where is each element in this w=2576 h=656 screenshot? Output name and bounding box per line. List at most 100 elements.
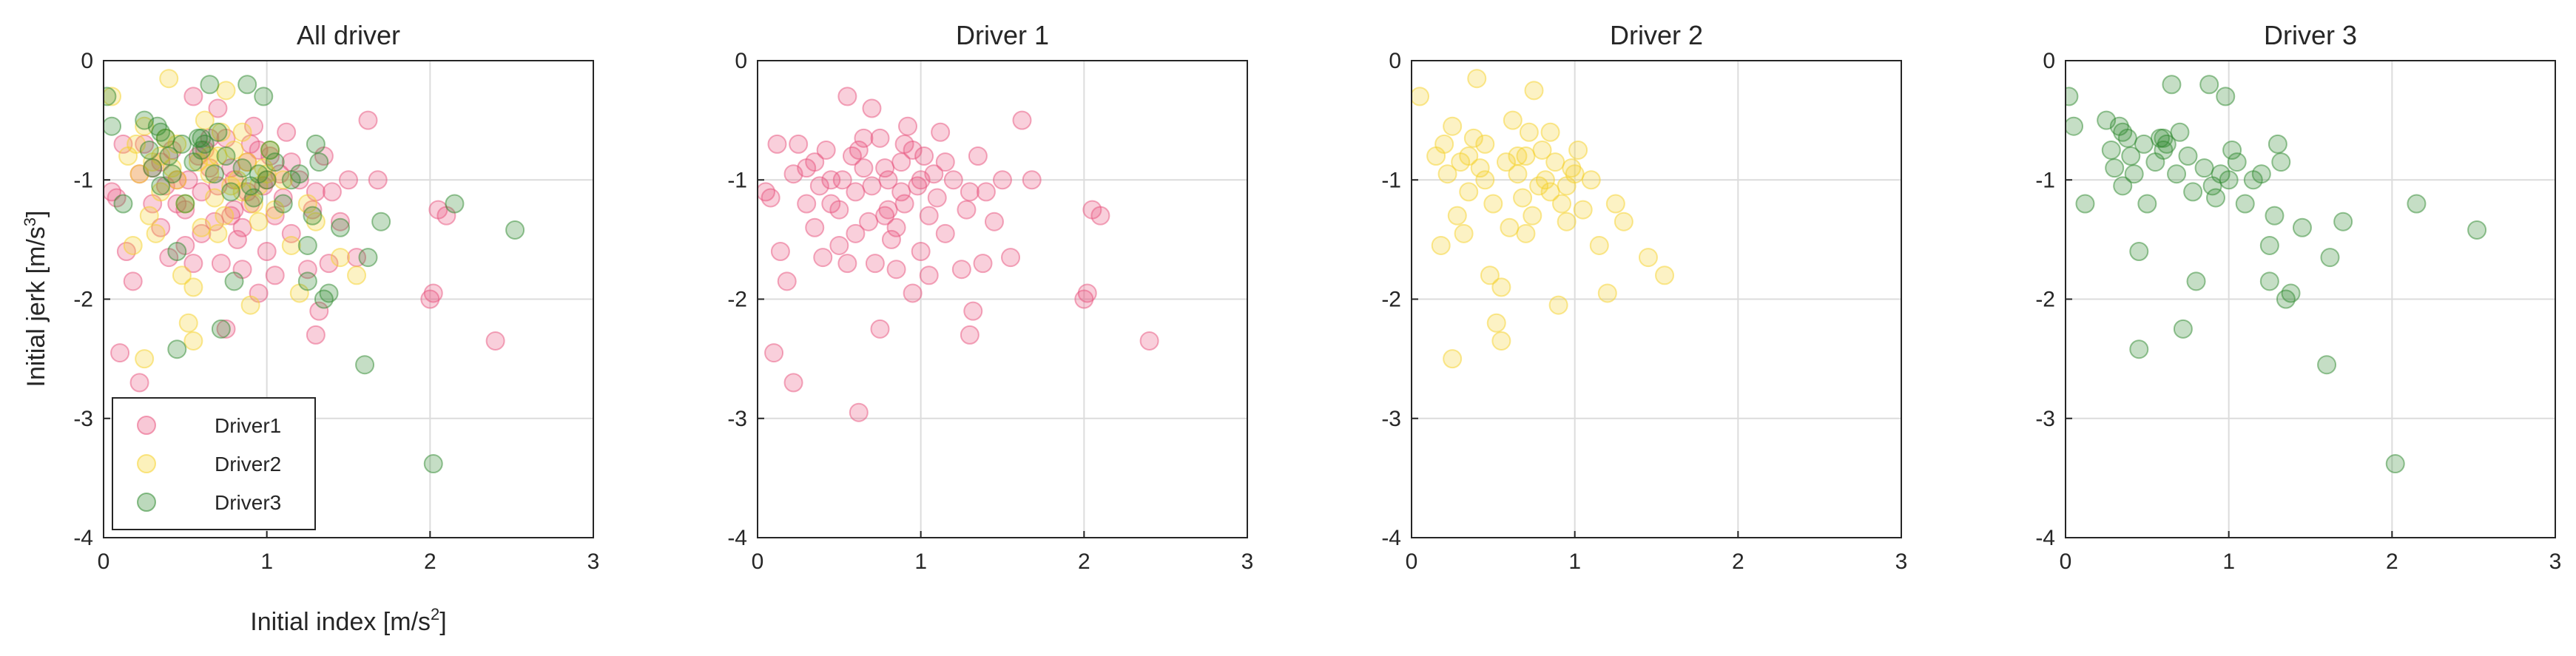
data-point-d3	[175, 194, 195, 214]
data-point-d3	[2134, 134, 2154, 154]
data-point-d2	[1486, 313, 1506, 333]
data-point-d1	[227, 229, 247, 249]
x-tick-label: 1	[260, 550, 273, 574]
data-point-d2	[1475, 170, 1495, 190]
data-point-d2	[1524, 81, 1544, 101]
scatter-panel-driver-1: Driver 1 0 1 2 3 0 -1 -2 -3 -4	[727, 20, 1253, 574]
data-point-d3	[260, 140, 280, 160]
data-point-d2	[1548, 295, 1568, 315]
panel-title: Driver 1	[956, 20, 1049, 50]
data-point-d1	[862, 176, 882, 196]
y-tick-label: -1	[727, 168, 747, 192]
data-point-d3	[2227, 152, 2247, 172]
data-point-d3	[2075, 194, 2095, 214]
data-point-d1	[183, 254, 203, 274]
data-point-d3	[2066, 116, 2084, 136]
data-point-d2	[151, 182, 171, 202]
legend: Driver1 Driver2 Driver3	[112, 397, 316, 530]
data-point-d1	[420, 289, 440, 309]
data-point-d2	[1519, 122, 1539, 142]
data-point-d1	[968, 146, 988, 166]
scatter-panel-all-driver: All driver 0 1 2 3 0 -1 -2 -3 -4 Driver1 Driver2…	[21, 20, 599, 636]
data-point-d1	[192, 223, 212, 243]
data-point-d3	[2113, 122, 2133, 142]
y-tick-label: 0	[81, 49, 93, 73]
data-point-d3	[2219, 170, 2239, 190]
data-point-d3	[151, 122, 171, 142]
data-point-d3	[172, 134, 192, 154]
legend-marker-driver1	[137, 416, 156, 435]
data-point-d1	[761, 188, 780, 208]
data-point-d2	[1459, 182, 1479, 202]
data-point-d1	[129, 373, 149, 393]
data-point-d1	[339, 170, 358, 190]
data-point-d2	[1545, 152, 1565, 172]
data-point-d2	[1552, 194, 1572, 214]
data-point-d3	[297, 271, 317, 291]
data-point-d1	[862, 98, 882, 118]
data-point-d3	[2251, 164, 2271, 184]
data-point-d1	[846, 223, 866, 243]
legend-label-driver1: Driver1	[215, 414, 281, 437]
data-point-d2	[159, 69, 179, 89]
data-point-d2	[1412, 87, 1430, 106]
y-tick-label: -4	[727, 526, 747, 550]
data-point-d1	[957, 200, 977, 220]
data-point-d2	[1459, 146, 1479, 166]
data-point-d3	[151, 176, 171, 196]
data-point-d2	[183, 277, 203, 297]
y-tick-label: -1	[73, 168, 93, 192]
data-point-d1	[816, 140, 836, 160]
data-point-d1	[881, 229, 901, 249]
data-point-d2	[1513, 188, 1533, 208]
data-point-d1	[368, 170, 388, 190]
data-points	[2066, 75, 2487, 474]
y-tick-label: -2	[727, 288, 747, 312]
x-tick-label: 1	[914, 550, 927, 574]
data-point-d1	[984, 212, 1004, 231]
data-point-d1	[1022, 170, 1042, 190]
legend-label-driver3: Driver3	[215, 491, 281, 514]
y-tick-label: -4	[2035, 526, 2055, 550]
data-point-d3	[2235, 194, 2255, 214]
panel-title: Driver 2	[1610, 20, 1703, 50]
data-point-d2	[297, 194, 317, 214]
data-point-d1	[1012, 110, 1032, 130]
data-point-d3	[505, 220, 525, 240]
data-point-d3	[265, 152, 285, 172]
data-point-d1	[837, 254, 857, 274]
data-point-d3	[2129, 339, 2149, 359]
data-point-d3	[167, 339, 187, 359]
data-point-d1	[935, 223, 955, 243]
data-point-d2	[215, 206, 235, 226]
data-point-d2	[1532, 140, 1552, 160]
data-point-d2	[1443, 349, 1463, 369]
data-point-d2	[1496, 152, 1516, 172]
data-point-d1	[976, 182, 996, 202]
data-point-d3	[104, 116, 122, 136]
x-tick-label: 0	[2060, 550, 2072, 574]
x-tick-label: 2	[1078, 550, 1090, 574]
y-axis-label: Initial jerk [m/s3]	[21, 211, 50, 388]
data-point-d2	[146, 223, 166, 243]
data-point-d2	[1508, 164, 1528, 184]
data-point-d2	[1605, 194, 1625, 214]
data-point-d3	[237, 75, 257, 95]
data-point-d2	[1463, 128, 1483, 148]
data-point-d2	[1589, 235, 1609, 255]
x-tick-label: 1	[2222, 550, 2235, 574]
data-point-d3	[2320, 248, 2340, 268]
data-point-d3	[2101, 140, 2121, 160]
data-point-d3	[244, 188, 264, 208]
data-points	[1412, 69, 1675, 369]
scatter-panel-driver-2: Driver 2 0 1 2 3 0 -1 -2 -3 -4	[1381, 20, 1907, 574]
data-point-d3	[2124, 164, 2144, 184]
data-point-d3	[371, 212, 391, 231]
data-point-d3	[2385, 454, 2405, 474]
x-tick-label: 3	[1895, 550, 1908, 574]
data-point-d1	[849, 402, 869, 422]
data-point-d1	[837, 87, 857, 106]
data-point-d1	[886, 260, 906, 280]
x-axis-label: Initial index [m/s2]	[250, 605, 446, 636]
